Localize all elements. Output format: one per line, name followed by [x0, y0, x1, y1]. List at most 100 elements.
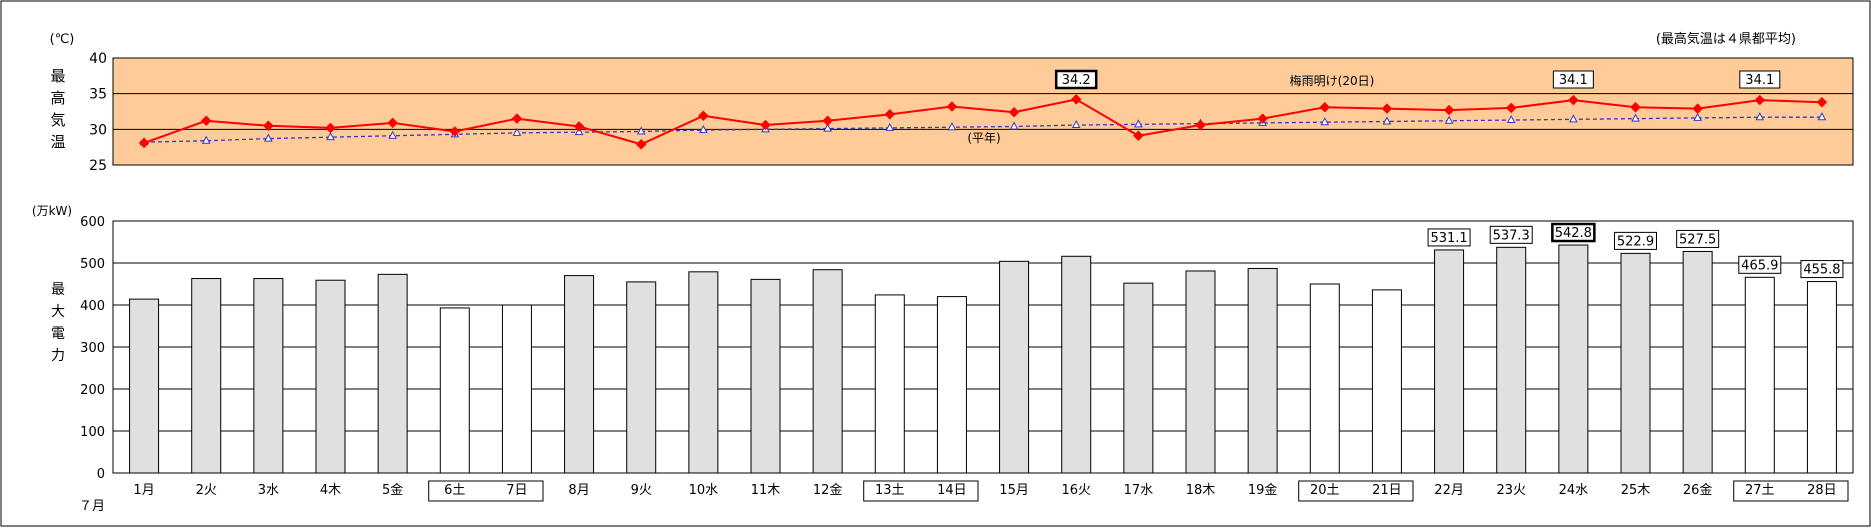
normal-temperature-point	[1071, 119, 1081, 129]
normal-temperature-point	[1382, 116, 1392, 125]
max-temperature-point	[1008, 106, 1020, 118]
x-tick-label: 11木	[751, 483, 781, 498]
max-temperature-point	[1195, 119, 1206, 131]
power-value-label-box	[1489, 225, 1533, 244]
x-tick-label: 17水	[1124, 483, 1154, 498]
x-tick-label: 9火	[631, 483, 652, 498]
temperature-value-label-box	[1054, 69, 1098, 90]
max-temperature-point	[200, 115, 212, 127]
power-unit-label: (万kW)	[32, 204, 72, 218]
x-tick-label: 27土	[1745, 483, 1775, 498]
temperature-note: (最高気温は４県都平均)	[1656, 31, 1796, 47]
power-bar	[626, 281, 657, 474]
temperature-y-tick-label: 25	[89, 158, 107, 174]
power-bar	[750, 278, 781, 474]
weekend-bracket-box	[1733, 480, 1849, 502]
power-y-tick-label: 300	[80, 341, 105, 356]
power-bar	[1744, 276, 1775, 474]
power-y-tick-label: 100	[80, 425, 105, 440]
normal-temperature-point	[1134, 119, 1143, 128]
power-bar	[1309, 283, 1340, 474]
max-temperature-point	[1070, 94, 1082, 105]
x-tick-label: 16火	[1061, 483, 1091, 498]
weekend-bracket-box	[428, 480, 544, 502]
power-value-label: 542.8	[1555, 226, 1592, 241]
power-y-tick-label: 400	[80, 299, 105, 314]
temperature-y-ticks: 25 30 35 40	[89, 51, 107, 174]
power-y-label-char: 最	[51, 282, 65, 298]
power-bar	[191, 278, 222, 474]
power-bar	[1123, 282, 1154, 474]
normal-temperature-point	[326, 132, 335, 141]
max-temperature-point	[138, 137, 150, 149]
normal-temperature-point	[1506, 115, 1516, 124]
normal-temperature-point	[201, 135, 211, 144]
power-value-label: 465.9	[1741, 258, 1778, 273]
max-temperature-point	[1443, 104, 1455, 116]
power-bar	[501, 304, 532, 474]
max-temperature-point	[1692, 103, 1703, 115]
max-temperature-point	[387, 117, 398, 129]
temperature-value-label: 34.1	[1559, 73, 1588, 88]
temperature-gridlines	[113, 93, 1853, 130]
temperature-y-tick-label: 30	[89, 122, 107, 138]
normal-temperature-point	[1444, 115, 1454, 124]
power-bar	[1620, 252, 1651, 474]
x-tick-label: 4木	[320, 483, 341, 498]
power-bar	[315, 279, 346, 474]
power-bar	[812, 269, 843, 474]
normal-temperature-point	[885, 122, 895, 131]
x-tick-label: 5金	[382, 482, 403, 498]
power-value-label-box	[1551, 222, 1596, 243]
x-tick-label: 2火	[196, 483, 217, 498]
temperature-series-layer	[138, 94, 1828, 150]
temperature-y-tick-label: 35	[89, 87, 107, 103]
temperature-y-label-char: 最	[50, 67, 65, 85]
power-bar	[377, 273, 408, 474]
power-y-label-char: 力	[51, 348, 65, 364]
x-tick-label: 22月	[1434, 483, 1464, 498]
x-tick-label: 12金	[813, 482, 843, 498]
normal-temperature-point	[1817, 112, 1827, 121]
temperature-value-label-box	[1552, 70, 1594, 89]
max-temperature-point	[1381, 103, 1393, 115]
temperature-value-label-box	[1739, 70, 1781, 89]
temperature-value-labels: 34.2 34.1 34.1	[1054, 69, 1781, 90]
weekend-brackets	[428, 480, 1849, 502]
max-temperature-point	[1568, 94, 1579, 106]
temperature-y-label: 最高気温	[50, 67, 65, 151]
max-temperature-point	[635, 138, 647, 150]
normal-temperature-point	[1009, 121, 1019, 130]
max-temperature-point	[449, 126, 461, 137]
normal-temperature-point	[636, 126, 646, 135]
max-temperature-line	[143, 98, 1822, 146]
power-value-label-box	[1427, 228, 1471, 247]
temperature-value-label: 34.2	[1062, 73, 1091, 88]
power-y-tick-label: 600	[80, 215, 105, 230]
normal-temperature-point	[1631, 113, 1640, 122]
x-tick-label: 18木	[1186, 483, 1216, 498]
x-tick-label: 10水	[689, 483, 719, 498]
max-temperature-point	[1816, 96, 1828, 108]
power-bar	[1061, 255, 1092, 474]
temperature-y-label-char: 温	[50, 133, 65, 151]
x-tick-label: 26金	[1683, 482, 1713, 498]
max-temperature-point	[1257, 113, 1268, 124]
x-tick-label: 20土	[1310, 483, 1340, 498]
power-bar	[936, 296, 967, 474]
power-bar	[1371, 289, 1402, 474]
x-tick-label: 1月	[133, 483, 154, 498]
x-tick-label: 15月	[999, 483, 1029, 498]
power-value-label-box	[1676, 229, 1720, 248]
power-bars-layer	[129, 244, 1837, 474]
x-axis-title: ７月	[79, 499, 105, 514]
x-tick-label: 28日	[1807, 483, 1837, 498]
power-value-label-box	[1738, 255, 1782, 274]
power-bar	[1682, 250, 1713, 474]
power-y-label-char: 大	[51, 304, 65, 320]
max-temperature-point	[884, 108, 896, 120]
x-tick-label: 25木	[1621, 483, 1651, 498]
normal-temperature-point	[512, 127, 522, 136]
